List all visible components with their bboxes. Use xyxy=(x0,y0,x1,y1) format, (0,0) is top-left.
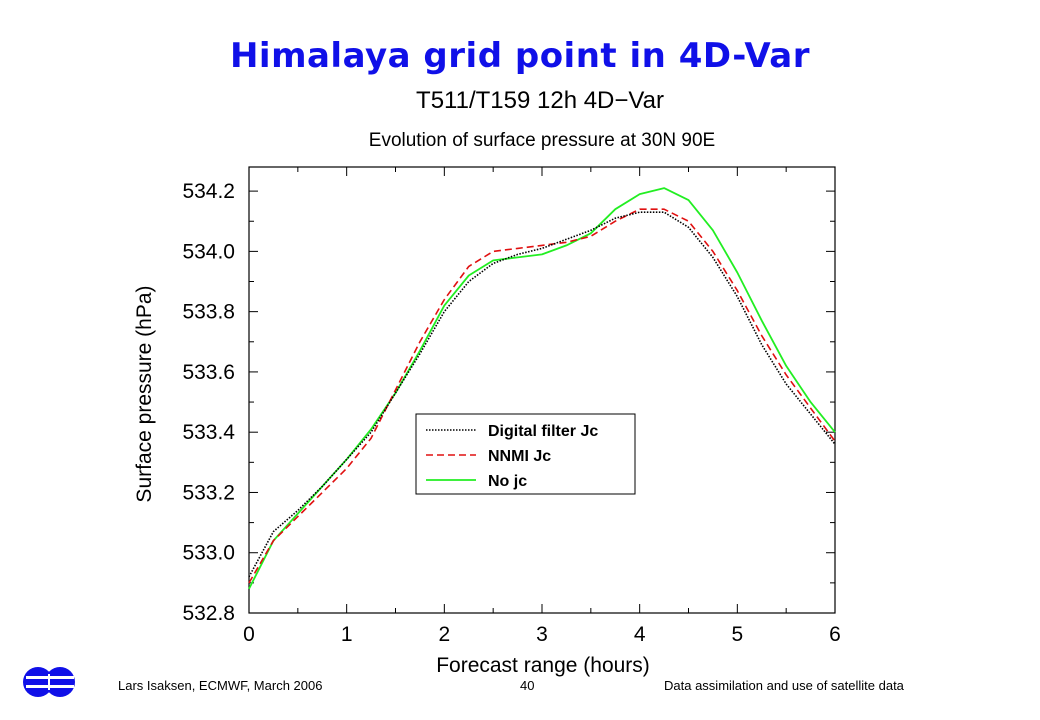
y-ticks: 532.8 533.0 533.2 533.4 533.6 533.8 534.0 534.2 xyxy=(182,180,835,625)
x-tick-label: 5 xyxy=(731,623,743,646)
chart-subtitle: Evolution of surface pressure at 30N 90E xyxy=(369,130,715,151)
y-tick-label: 532.8 xyxy=(182,602,235,625)
x-tick-label: 4 xyxy=(634,623,646,646)
legend-label-no-jc: No jc xyxy=(488,473,527,490)
x-tick-label: 6 xyxy=(829,623,841,646)
series-layer xyxy=(248,187,836,590)
y-tick-label: 534.2 xyxy=(182,180,235,203)
y-tick-label: 533.6 xyxy=(182,361,235,384)
x-tick-label: 2 xyxy=(438,623,450,646)
y-tick-label: 533.2 xyxy=(182,481,235,504)
legend-label-digital-filter: Digital filter Jc xyxy=(488,423,598,440)
x-tick-label: 0 xyxy=(243,623,255,646)
y-tick-label: 533.4 xyxy=(182,421,235,444)
chart-title: T511/T159 12h 4D−Var xyxy=(416,87,664,114)
y-tick-label: 534.0 xyxy=(182,240,235,263)
legend-label-nnmi: NNMI Jc xyxy=(488,448,551,465)
footer-author: Lars Isaksen, ECMWF, March 2006 xyxy=(118,678,323,693)
slide-title: Himalaya grid point in 4D-Var xyxy=(229,36,811,76)
x-tick-label: 3 xyxy=(536,623,548,646)
y-tick-label: 533.0 xyxy=(182,542,235,565)
x-tick-label: 1 xyxy=(341,623,353,646)
series-line-nnmi-jc xyxy=(248,208,836,584)
plot-frame xyxy=(248,166,836,614)
footer-topic: Data assimilation and use of satellite d… xyxy=(664,678,904,693)
series-line-digital-filter-jc xyxy=(248,211,836,578)
y-axis-label: Surface pressure (hPa) xyxy=(133,285,156,502)
legend: Digital filter Jc NNMI Jc No jc xyxy=(415,413,636,495)
y-tick-label: 533.8 xyxy=(182,301,235,324)
x-ticks: 0 1 2 3 4 5 6 xyxy=(243,167,841,646)
footer-page-number: 40 xyxy=(520,678,535,693)
x-axis-label: Forecast range (hours) xyxy=(436,654,650,677)
ecmwf-logo-icon xyxy=(23,667,75,697)
series-line-no-jc xyxy=(248,187,836,590)
